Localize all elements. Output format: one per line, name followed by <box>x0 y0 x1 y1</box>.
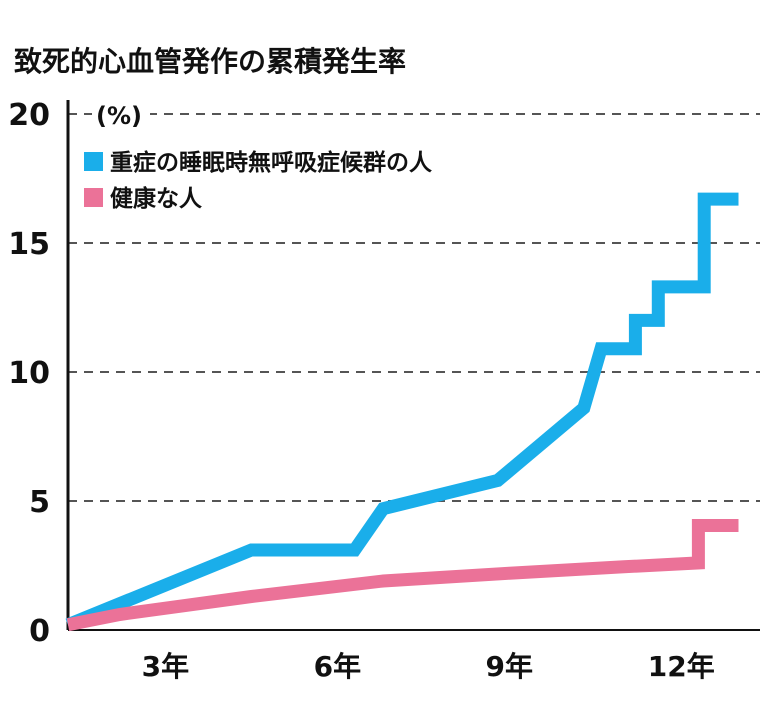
y-tick-label: 0 <box>29 614 50 649</box>
y-tick-label: 20 <box>8 98 50 133</box>
chart-title: 致死的心血管発作の累積発生率 <box>14 45 407 78</box>
x-tick-label: 12年 <box>648 650 715 683</box>
x-tick-label: 3年 <box>142 650 189 683</box>
legend-swatch-healthy <box>84 188 103 207</box>
x-tick-label: 9年 <box>486 650 533 683</box>
y-unit-label: (%) <box>96 102 142 130</box>
y-tick-label: 10 <box>8 356 50 391</box>
series-line-severe-sleep-apnea <box>65 192 739 631</box>
x-tick-label: 6年 <box>314 650 361 683</box>
series-line-healthy <box>66 519 739 632</box>
unit-backdrop <box>92 96 150 130</box>
legend-label-healthy: 健康な人 <box>110 185 203 212</box>
y-tick-label: 5 <box>29 485 50 520</box>
legend-label-severe-sleep-apnea: 重症の睡眠時無呼吸症候群の人 <box>110 149 433 176</box>
y-tick-label: 15 <box>8 227 50 262</box>
legend-swatch-severe-sleep-apnea <box>84 152 103 171</box>
